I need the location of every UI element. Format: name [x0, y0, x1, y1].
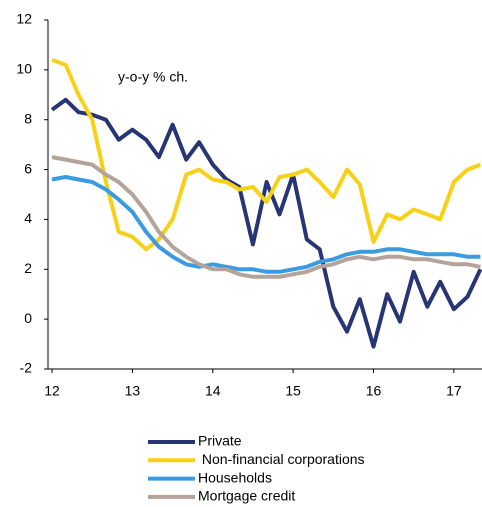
- legend-label: Mortgage credit: [198, 488, 295, 504]
- legend-label: Non-financial corporations: [198, 451, 365, 467]
- x-tick-label: 17: [446, 383, 462, 399]
- x-tick-label: 14: [205, 383, 221, 399]
- y-tick-label: 12: [16, 11, 32, 27]
- x-tick-label: 16: [366, 383, 382, 399]
- x-tick-label: 15: [285, 383, 301, 399]
- y-tick-label: 0: [24, 310, 32, 326]
- y-tick-label: 6: [24, 160, 32, 176]
- y-tick-label: 2: [24, 260, 32, 276]
- legend-label: Households: [198, 469, 272, 485]
- y-tick-label: 8: [24, 110, 32, 126]
- legend-label: Private: [198, 433, 242, 449]
- x-tick-label: 12: [44, 383, 60, 399]
- annotation: y-o-y % ch.: [118, 69, 188, 85]
- series-line: [51, 175, 481, 274]
- series-line: [51, 155, 481, 279]
- series-line: [50, 97, 482, 349]
- y-tick-label: -2: [20, 360, 33, 376]
- series-line: [51, 58, 482, 252]
- y-tick-label: 10: [16, 61, 32, 77]
- x-tick-label: 13: [125, 383, 141, 399]
- y-tick-label: 4: [24, 210, 32, 226]
